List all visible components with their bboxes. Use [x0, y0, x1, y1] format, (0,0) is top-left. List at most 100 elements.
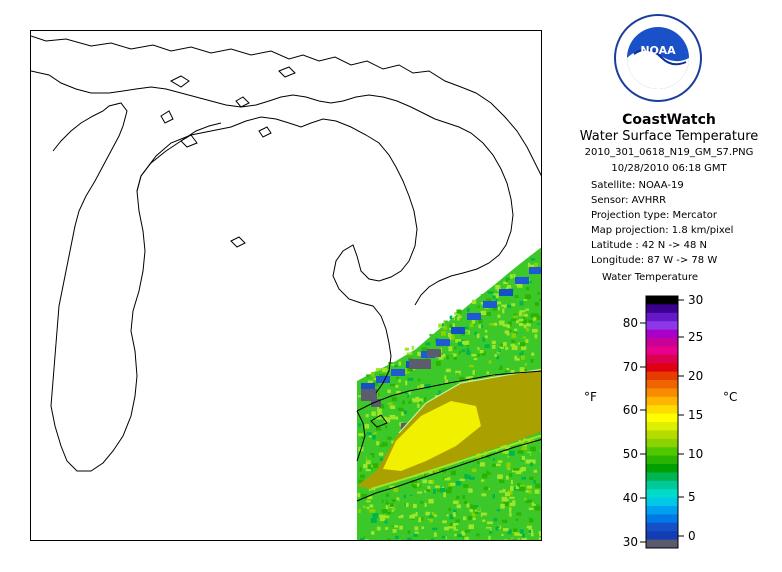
coastline-layer	[31, 35, 541, 502]
sst-pixel	[505, 370, 509, 373]
sst-pixel	[496, 349, 501, 352]
sst-pixel	[516, 512, 522, 516]
fahrenheit-unit: °F	[584, 390, 597, 404]
sst-pixel	[463, 500, 468, 505]
sst-pixel	[450, 354, 454, 357]
sst-pixel	[518, 439, 521, 443]
sst-pixel	[492, 344, 496, 349]
sst-pixel	[421, 347, 428, 352]
sst-pixel	[526, 286, 530, 291]
sst-pixel	[358, 423, 362, 427]
sst-pixel	[520, 441, 525, 445]
sst-pixel	[525, 294, 531, 300]
sst-pixel	[389, 414, 396, 420]
island	[278, 66, 296, 78]
sst-pixel	[394, 535, 399, 539]
sst-pixel	[481, 351, 486, 356]
sst-pixel	[429, 512, 434, 517]
scale-swatch	[646, 312, 678, 322]
sst-pixel	[452, 323, 455, 329]
sst-pixel	[501, 304, 507, 307]
island	[180, 134, 198, 148]
sst-pixel	[506, 462, 511, 467]
island	[370, 414, 388, 428]
sst-pixel	[541, 330, 542, 332]
sst-pixel	[423, 482, 429, 487]
sst-pixel	[396, 497, 400, 503]
scale-swatch	[646, 480, 678, 490]
sst-pixel	[539, 292, 541, 296]
sst-pixel	[463, 484, 469, 488]
scale-swatch	[646, 296, 678, 305]
sst-pixel	[379, 514, 383, 517]
sst-pixel	[441, 331, 446, 336]
sst-pixel	[360, 474, 366, 479]
scale-swatch	[646, 539, 678, 549]
sst-pixel	[455, 370, 461, 375]
sst-pixel	[510, 485, 514, 491]
sst-pixel	[511, 340, 516, 343]
scale-swatch	[646, 422, 678, 431]
sst-pixel	[401, 412, 405, 416]
sst-pixel	[510, 274, 513, 279]
sst-pixel	[363, 463, 368, 469]
sst-pixel	[474, 332, 478, 335]
sst-pixel	[412, 398, 417, 401]
sst-pixel	[479, 350, 484, 354]
sst-pixel	[526, 539, 529, 540]
sst-pixel	[405, 502, 409, 507]
sst-pixel	[510, 343, 516, 347]
sst-pixel	[380, 457, 384, 462]
scale-swatch	[646, 464, 678, 473]
sst-pixel	[500, 343, 505, 348]
noaa-seal-icon: NOAA	[614, 14, 702, 102]
sst-pixel	[431, 471, 435, 475]
sst-pixel	[513, 273, 516, 278]
sst-pixel	[395, 394, 401, 397]
sst-pixel	[456, 491, 460, 496]
sst-pixel	[478, 324, 482, 329]
sst-pixel	[506, 368, 510, 371]
sst-pixel-blue	[483, 301, 497, 308]
sst-pixel	[414, 373, 419, 377]
sst-pixel	[522, 296, 525, 302]
sst-pixel	[408, 390, 411, 395]
sst-pixel	[437, 489, 441, 492]
sst-pixel	[478, 318, 483, 324]
scale-swatch	[646, 514, 678, 524]
sst-pixel	[361, 494, 368, 499]
sst-pixel	[527, 280, 532, 283]
sst-pixel	[501, 496, 508, 502]
sst-pixel	[465, 487, 471, 490]
sst-pixel	[523, 313, 528, 317]
sst-pixel	[486, 470, 489, 474]
sst-pixel	[492, 295, 498, 299]
sst-pixel	[372, 463, 378, 468]
sst-pixel	[476, 461, 480, 464]
sst-pixel	[525, 459, 532, 464]
scale-swatch	[646, 522, 678, 532]
sst-pixel	[384, 520, 388, 524]
sst-pixel-blue	[529, 267, 541, 274]
sst-pixel	[528, 527, 532, 531]
sst-pixel	[523, 298, 528, 301]
sst-pixel	[407, 530, 411, 534]
sst-pixel	[390, 526, 395, 531]
sst-pixel	[509, 496, 515, 499]
sst-pixel	[483, 486, 489, 491]
sst-pixel	[397, 414, 401, 419]
sst-pixel	[523, 324, 527, 329]
sst-pixel	[530, 446, 536, 452]
sst-pixel	[448, 486, 452, 490]
sst-pixel	[481, 479, 485, 482]
scale-border	[645, 295, 679, 549]
sst-pixel	[502, 342, 507, 347]
scale-swatch	[646, 430, 678, 440]
sst-pixel	[499, 490, 504, 493]
coastline	[356, 439, 541, 502]
sst-pixel	[453, 509, 457, 514]
sst-pixel	[359, 467, 362, 472]
sst-pixel	[431, 511, 435, 516]
sst-pixel	[485, 455, 491, 458]
sst-pixel	[521, 476, 526, 480]
